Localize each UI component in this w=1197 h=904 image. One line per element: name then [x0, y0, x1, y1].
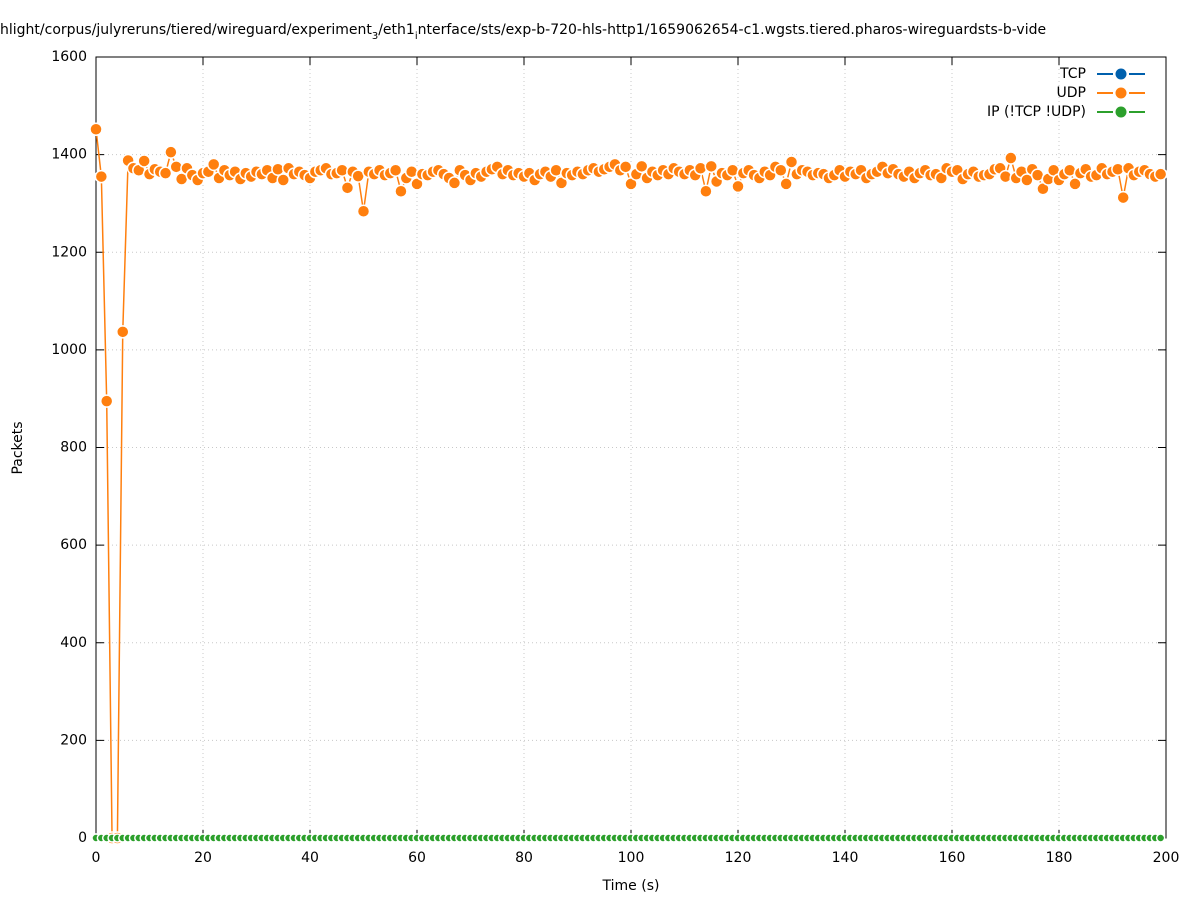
- x-tick-label: 80: [515, 850, 533, 866]
- y-tick-label: 1600: [51, 49, 87, 65]
- y-tick-label: 0: [78, 830, 87, 846]
- data-point: [276, 173, 290, 187]
- title-subscript: 3: [372, 31, 378, 42]
- x-tick-label: 100: [618, 850, 645, 866]
- legend-label: UDP: [1057, 85, 1086, 101]
- y-tick-label: 600: [60, 537, 87, 553]
- data-point: [1116, 190, 1130, 205]
- data-point: [356, 204, 371, 218]
- y-tick-label: 1000: [51, 342, 87, 358]
- title-part: nterface/sts/exp-b-720-hls-http1/1659062…: [418, 22, 1046, 38]
- data-point: [1153, 167, 1168, 181]
- data-point: [164, 145, 178, 159]
- data-point: [784, 155, 799, 169]
- x-tick-label: 0: [92, 850, 101, 866]
- data-point: [693, 161, 708, 176]
- data-point: [618, 160, 633, 174]
- x-tick-label: 120: [725, 850, 752, 866]
- x-tick-label: 20: [194, 850, 212, 866]
- x-tick-label: 140: [832, 850, 859, 866]
- data-point: [137, 154, 151, 168]
- data-point: [1155, 833, 1166, 843]
- legend-label: IP (!TCP !UDP): [987, 104, 1086, 120]
- y-tick-label: 200: [60, 732, 87, 748]
- y-axis-label: Packets: [10, 421, 26, 474]
- x-tick-label: 40: [301, 850, 319, 866]
- data-point: [99, 394, 114, 408]
- y-tick-label: 400: [60, 635, 87, 651]
- y-tick-label: 800: [60, 440, 87, 456]
- legend-marker: [1115, 68, 1127, 80]
- x-tick-label: 60: [408, 850, 426, 866]
- y-tick-label: 1200: [51, 244, 87, 260]
- legend-marker: [1115, 106, 1127, 118]
- title-subscript: i: [415, 31, 418, 42]
- data-point: [774, 163, 788, 177]
- legend-marker: [1115, 87, 1127, 99]
- data-point: [158, 166, 173, 180]
- data-point: [1004, 151, 1018, 165]
- data-point: [340, 181, 355, 195]
- x-tick-label: 180: [1046, 850, 1073, 866]
- data-point: [1020, 173, 1034, 187]
- legend-label: TCP: [1059, 66, 1086, 82]
- data-point: [89, 122, 103, 136]
- x-axis-label: Time (s): [602, 878, 660, 894]
- x-tick-label: 160: [939, 850, 966, 866]
- data-point: [1068, 177, 1082, 191]
- data-point: [699, 184, 713, 198]
- data-point: [94, 169, 109, 184]
- x-tick-label: 200: [1153, 850, 1180, 866]
- data-point: [704, 159, 718, 174]
- data-point: [634, 159, 649, 174]
- data-point: [731, 179, 745, 194]
- data-point: [779, 177, 793, 191]
- chart-title: hlight/corpus/julyreruns/tiered/wireguar…: [0, 22, 1046, 42]
- y-tick-label: 1400: [51, 147, 87, 163]
- series-line: [95, 129, 1161, 839]
- data-point: [206, 157, 221, 172]
- data-point: [388, 163, 403, 177]
- data-point: [394, 184, 408, 198]
- title-part: /eth1: [378, 22, 415, 38]
- data-point: [447, 176, 462, 190]
- title-part: hlight/corpus/julyreruns/tiered/wireguar…: [0, 22, 372, 38]
- data-point: [116, 325, 130, 339]
